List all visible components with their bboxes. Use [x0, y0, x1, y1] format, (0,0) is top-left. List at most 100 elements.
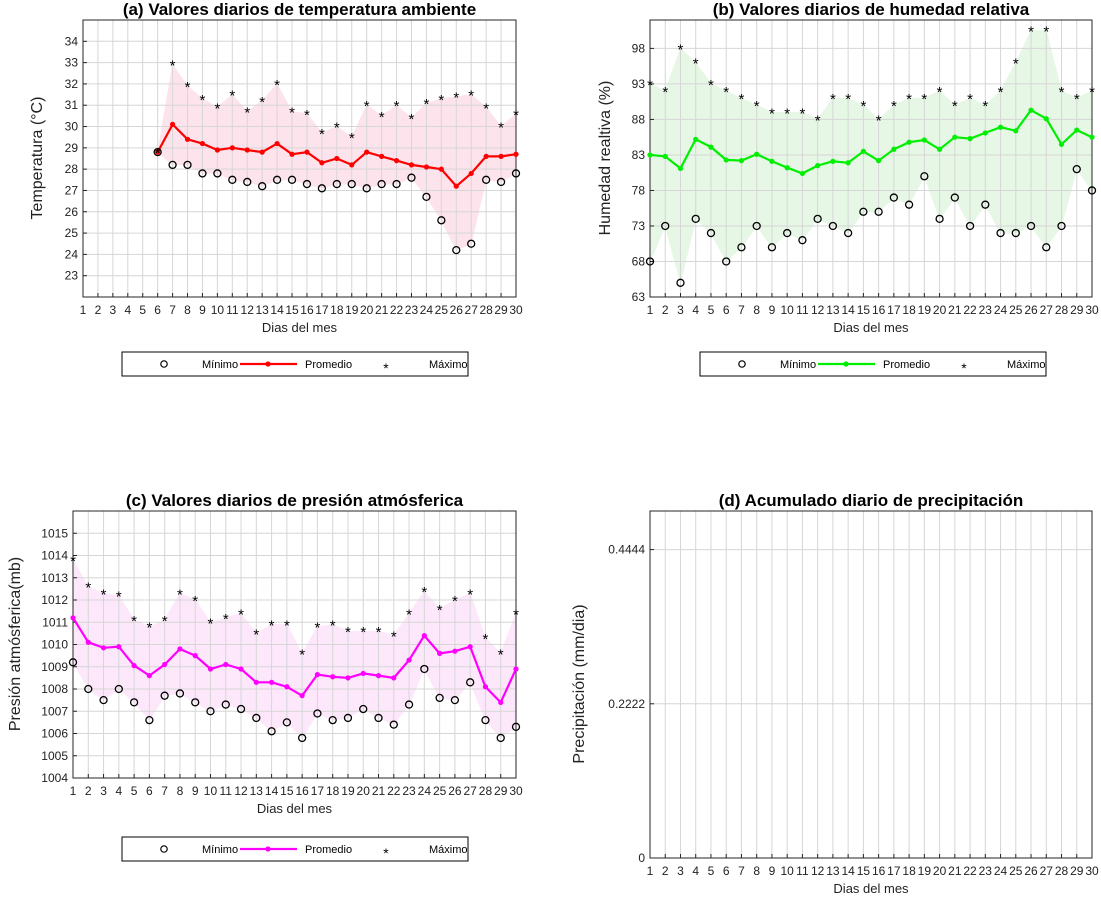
point-maximo: *	[360, 624, 366, 641]
point-maximo: *	[799, 105, 805, 122]
y-tick-label: 1014	[41, 549, 68, 563]
x-tick-label: 24	[418, 784, 432, 798]
y-tick-label: 26	[65, 205, 79, 219]
chart-b: (b) Valores diarios de humedad relativa 1…	[597, 0, 1099, 377]
x-tick-label: 15	[285, 303, 299, 317]
point-promedio	[1043, 116, 1049, 122]
point-maximo: *	[70, 553, 76, 570]
x-tick-label: 29	[494, 303, 508, 317]
point-maximo: *	[662, 84, 668, 101]
point-maximo: *	[223, 611, 229, 628]
point-maximo: *	[982, 98, 988, 115]
x-tick-label: 8	[753, 303, 760, 317]
x-tick-label: 23	[405, 303, 419, 317]
legend-label-minimo: Mínimo	[780, 359, 816, 371]
point-promedio	[453, 183, 459, 189]
point-minimo	[1011, 228, 1020, 238]
point-maximo: *	[739, 91, 745, 108]
x-tick-label: 6	[723, 303, 730, 317]
y-tick-label: 83	[632, 148, 646, 162]
x-tick-label: 29	[1070, 864, 1084, 878]
x-tick-label: 3	[677, 864, 684, 878]
point-promedio	[876, 158, 882, 164]
x-tick-label: 19	[918, 864, 932, 878]
point-minimo	[236, 704, 246, 714]
point-promedio	[207, 666, 214, 672]
point-maximo: *	[498, 120, 504, 137]
legend-label-promedio: Promedio	[305, 844, 352, 856]
x-tick-label: 12	[811, 303, 825, 317]
x-tick-label: 5	[708, 303, 715, 317]
point-minimo	[1057, 221, 1066, 231]
x-tick-label: 30	[509, 784, 523, 798]
point-maximo: *	[185, 79, 191, 96]
point-maximo: *	[906, 91, 912, 108]
y-tick-label: 24	[65, 247, 79, 261]
x-tick-label: 21	[375, 303, 389, 317]
x-tick-label: 3	[677, 303, 684, 317]
point-minimo	[317, 184, 327, 193]
point-promedio	[364, 149, 370, 155]
chart-c: (c) Valores diarios de presión atmósferi…	[7, 491, 523, 862]
x-tick-label: 12	[234, 784, 248, 798]
point-maximo: *	[391, 629, 397, 646]
point-promedio	[845, 160, 851, 166]
point-maximo: *	[452, 593, 458, 610]
point-maximo: *	[453, 90, 459, 107]
x-tick-label: 15	[857, 864, 871, 878]
point-maximo: *	[467, 586, 473, 603]
point-promedio	[259, 149, 265, 155]
point-promedio	[184, 136, 191, 142]
point-maximo: *	[200, 92, 206, 109]
point-maximo: *	[409, 111, 415, 128]
point-minimo	[191, 698, 200, 707]
point-minimo	[676, 278, 685, 287]
point-maximo: *	[860, 98, 866, 115]
point-promedio	[116, 644, 122, 650]
x-tick-label: 21	[948, 303, 962, 317]
point-promedio	[304, 149, 310, 155]
x-tick-label: 3	[110, 303, 117, 317]
x-tick-label: 18	[330, 303, 344, 317]
x-tick-label: 8	[177, 784, 184, 798]
y-tick-label: 93	[632, 77, 646, 91]
point-maximo: *	[1059, 84, 1065, 101]
x-tick-label: 16	[872, 864, 886, 878]
point-promedio	[274, 140, 280, 147]
x-tick-label: 16	[872, 303, 886, 317]
point-maximo: *	[1013, 56, 1019, 73]
point-minimo	[752, 221, 761, 231]
point-minimo	[965, 221, 975, 231]
x-tick-label: 17	[887, 864, 901, 878]
x-tick-label: 23	[402, 784, 416, 798]
x-tick-label: 27	[1040, 864, 1054, 878]
point-maximo: *	[349, 130, 355, 147]
point-maximo: *	[394, 98, 400, 115]
x-tick-label: 6	[723, 864, 730, 878]
point-maximo: *	[437, 602, 443, 619]
x-tick-label: 25	[1009, 303, 1023, 317]
point-minimo	[168, 160, 177, 170]
point-promedio	[375, 673, 382, 679]
x-tick-label: 8	[184, 303, 191, 317]
x-tick-label: 14	[265, 784, 279, 798]
x-tick-label: 13	[250, 784, 264, 798]
x-tick-label: 6	[146, 784, 153, 798]
x-axis-label: Dias del mes	[833, 881, 909, 896]
legend-marker-promedio	[265, 846, 271, 852]
point-minimo	[813, 214, 822, 224]
x-tick-label: 29	[494, 784, 508, 798]
x-tick-label: 20	[360, 303, 374, 317]
y-tick-label: 1007	[41, 704, 68, 718]
point-minimo	[252, 713, 261, 723]
point-maximo: *	[513, 107, 519, 124]
point-minimo	[1072, 165, 1081, 174]
x-tick-label: 22	[390, 303, 404, 317]
point-minimo	[783, 228, 792, 238]
point-maximo: *	[1043, 24, 1049, 41]
x-tick-label: 1	[70, 784, 77, 798]
point-promedio	[146, 673, 152, 679]
point-maximo: *	[304, 107, 310, 124]
x-tick-label: 3	[100, 784, 107, 798]
point-promedio	[334, 155, 340, 162]
